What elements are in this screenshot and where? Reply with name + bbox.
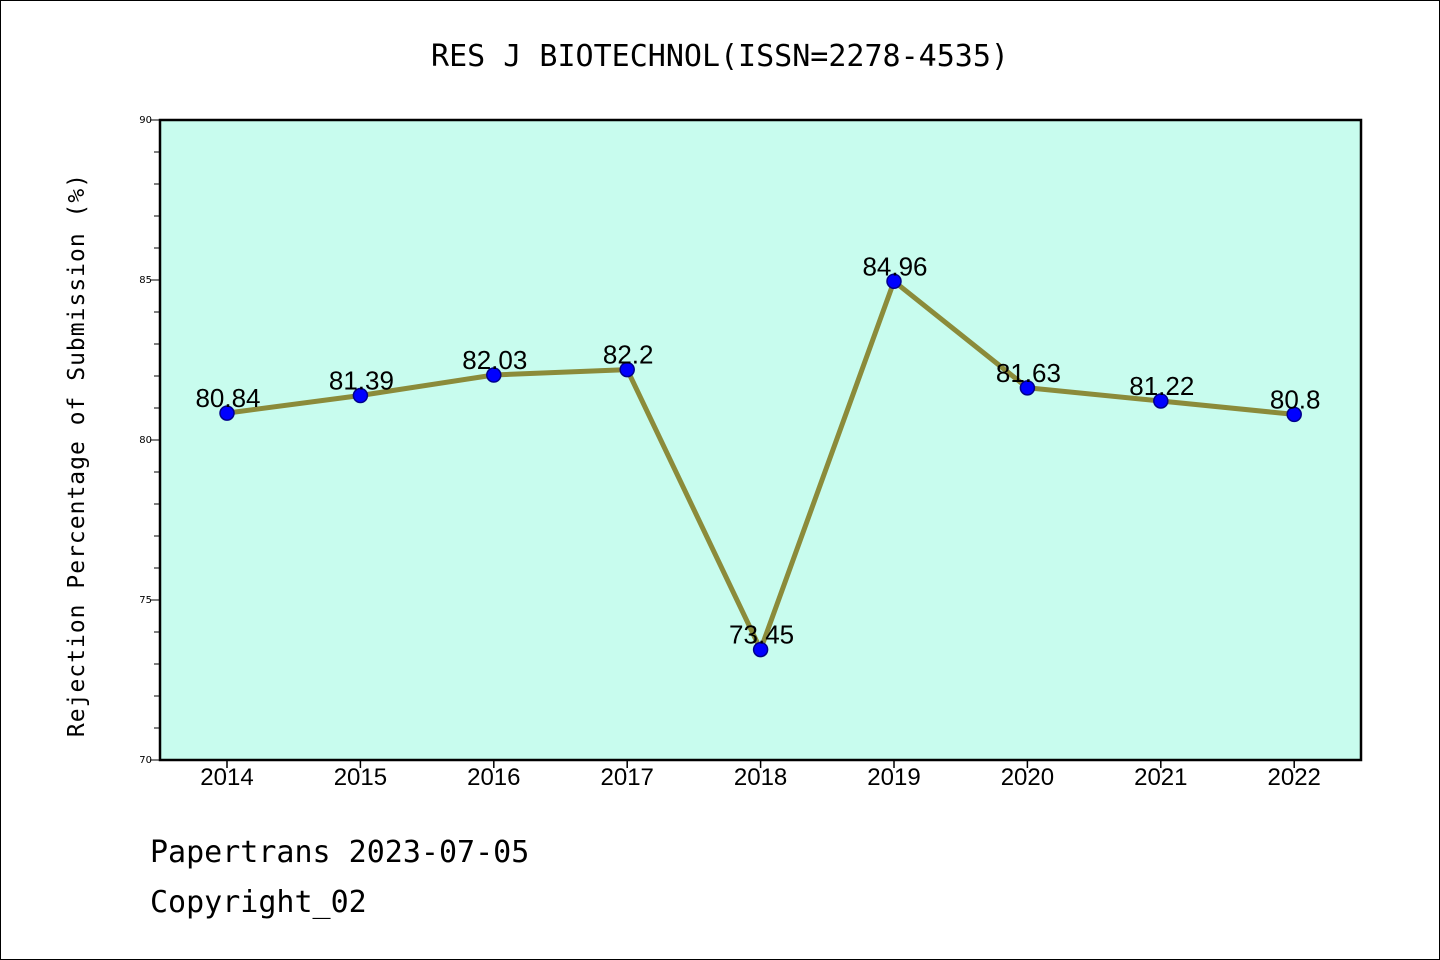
x-tick-label: 2019 — [867, 764, 920, 791]
x-tick-label: 2016 — [467, 764, 520, 791]
x-tick-label: 2020 — [1001, 764, 1054, 791]
x-tick-label: 2017 — [601, 764, 654, 791]
data-label: 80.8 — [1270, 384, 1321, 414]
data-point — [886, 273, 902, 290]
data-label: 73.45 — [729, 620, 794, 650]
data-label: 82.03 — [462, 345, 527, 375]
y-tick-label: 80 — [139, 435, 152, 446]
data-point — [1019, 380, 1036, 396]
data-label: 84.96 — [862, 251, 927, 281]
y-tick-label: 70 — [139, 755, 152, 766]
x-tick-label: 2015 — [334, 764, 387, 791]
plot-area — [158, 118, 1363, 762]
data-label: 80.84 — [195, 383, 260, 413]
data-label: 82.2 — [603, 340, 654, 370]
y-axis: 70 75 80 85 90 — [139, 115, 160, 766]
y-tick-label: 90 — [139, 115, 152, 126]
data-label: 81.39 — [329, 366, 394, 396]
x-axis: 2014 2015 2016 2017 2018 2019 2020 2021 2022 — [200, 760, 1321, 791]
y-tick-label: 75 — [139, 595, 152, 606]
data-point — [219, 405, 235, 421]
data-point — [619, 361, 635, 378]
data-labels: 80.84 81.39 82.03 82.2 73.45 84.96 81.63 81.22 8… — [195, 251, 1320, 649]
data-label: 81.63 — [996, 358, 1061, 388]
x-tick-label: 2018 — [734, 764, 787, 791]
y-tick-label: 85 — [139, 275, 152, 286]
data-point — [1286, 406, 1302, 423]
data-point — [752, 641, 769, 658]
footer-source: Papertrans 2023-07-05 — [150, 835, 530, 870]
series-layer — [219, 273, 1302, 658]
x-tick-label: 2021 — [1134, 764, 1187, 791]
data-point — [352, 387, 369, 404]
y-axis-label: Rejection Percentage of Submission (%) — [64, 173, 90, 737]
chart-title: RES J BIOTECHNOL(ISSN=2278-4535) — [431, 39, 1009, 74]
data-label: 81.22 — [1129, 371, 1194, 401]
x-tick-label: 2022 — [1268, 764, 1321, 791]
data-point — [486, 367, 502, 383]
data-point — [1153, 393, 1169, 409]
x-tick-label: 2014 — [200, 764, 253, 791]
footer-copyright: Copyright_02 — [150, 885, 367, 920]
